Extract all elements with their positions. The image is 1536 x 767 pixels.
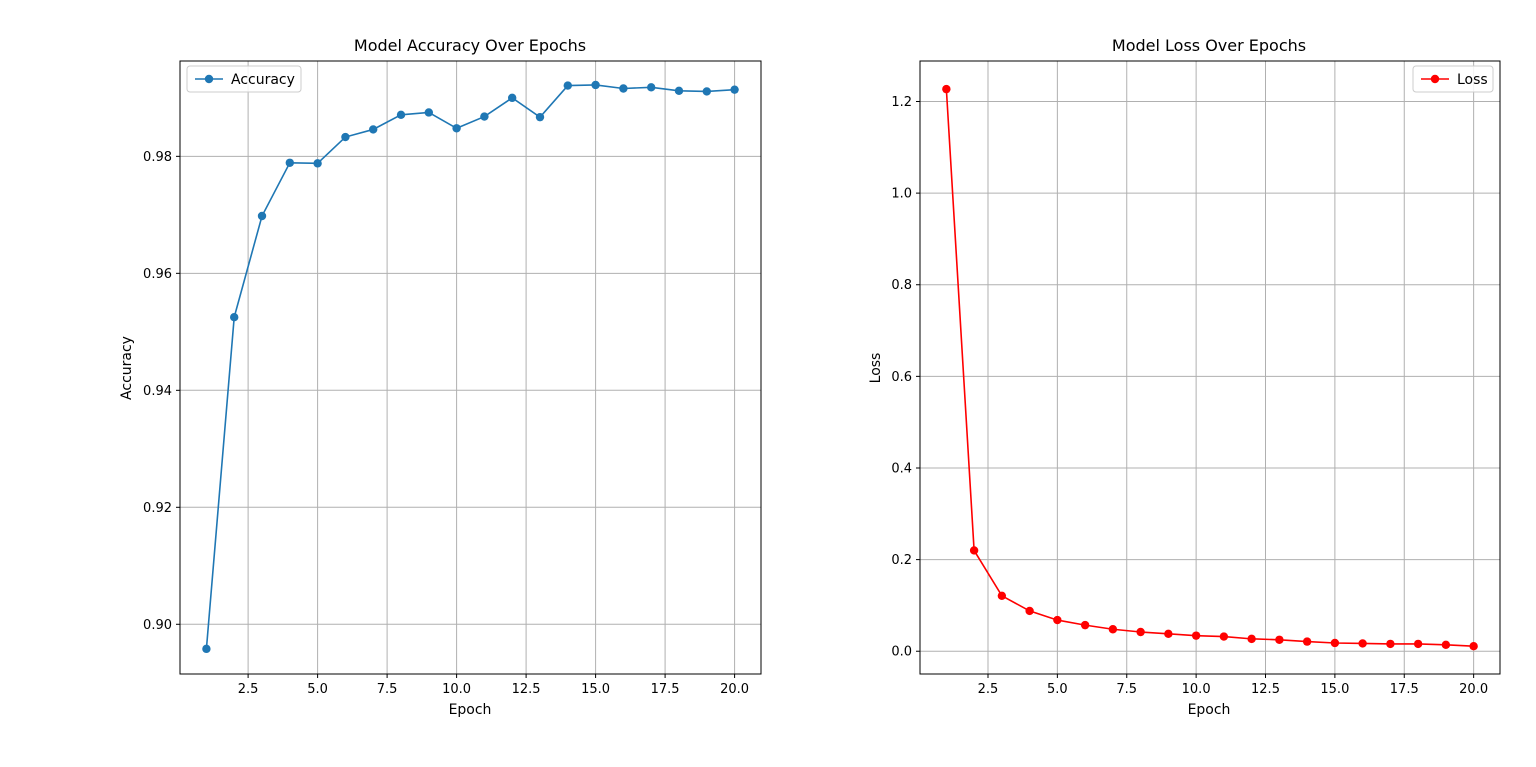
data-point	[535, 112, 545, 122]
chart-title: Model Accuracy Over Epochs	[354, 36, 586, 55]
data-point	[563, 81, 572, 90]
data-point	[619, 84, 628, 93]
data-point	[1136, 627, 1145, 637]
data-point	[452, 124, 461, 133]
data-point	[396, 110, 406, 120]
legend-label: Accuracy	[231, 72, 295, 88]
accuracy-chart: Model Accuracy Over Epochs Epoch Accurac…	[119, 36, 762, 718]
series-loss	[942, 84, 1478, 651]
plot-frame	[919, 60, 1501, 675]
y-tick-label: 0.0	[891, 645, 912, 660]
data-point	[1275, 635, 1284, 644]
data-point	[313, 159, 322, 168]
legend-box	[1412, 65, 1494, 93]
data-point	[1469, 641, 1478, 651]
grid	[920, 61, 1500, 674]
y-axis-label: Loss	[868, 353, 884, 384]
loss-chart: Model Loss Over Epochs Epoch Loss 2.5 5.0…	[868, 36, 1501, 718]
x-tick-label: 17.5	[1390, 682, 1419, 697]
series-line	[945, 89, 1474, 647]
plot-frame	[179, 60, 762, 675]
ticks: 2.5 5.0 7.5 10.0 12.5 15.0 17.5 20.0 0.0 0.2 0.4 0.…	[891, 95, 1488, 697]
y-tick-label: 0.94	[143, 384, 172, 399]
data-point	[285, 158, 295, 167]
x-tick-label: 12.5	[512, 682, 541, 697]
ticks: 2.5 5.0 7.5 10.0 12.5 15.0 17.5 20.0 0.90 0.92 0.9…	[143, 150, 749, 697]
y-tick-label: 0.90	[143, 618, 172, 633]
data-point	[1302, 637, 1312, 646]
data-point	[1247, 634, 1256, 644]
y-tick-label: 0.92	[143, 501, 172, 516]
data-point	[1164, 629, 1173, 639]
data-point	[1413, 639, 1423, 649]
legend: Accuracy	[186, 65, 302, 93]
data-point	[1330, 638, 1340, 648]
data-point	[424, 108, 434, 117]
x-tick-label: 17.5	[651, 682, 680, 697]
legend: Loss	[1412, 65, 1494, 93]
y-tick-label: 0.4	[891, 461, 912, 476]
x-tick-label: 7.5	[377, 682, 398, 697]
x-tick-label: 20.0	[1459, 682, 1488, 697]
data-point	[1191, 631, 1201, 640]
x-tick-label: 7.5	[1116, 682, 1137, 697]
data-point	[480, 112, 489, 121]
data-point	[507, 93, 517, 103]
y-tick-label: 0.2	[891, 553, 912, 568]
series-accuracy	[202, 80, 739, 654]
x-tick-label: 2.5	[978, 682, 999, 697]
x-axis-label: Epoch	[449, 702, 492, 718]
x-tick-label: 2.5	[238, 682, 259, 697]
data-point	[702, 87, 711, 96]
data-point	[1053, 615, 1062, 625]
data-point	[1386, 639, 1395, 649]
data-point	[1441, 640, 1451, 650]
x-axis-label: Epoch	[1188, 702, 1231, 718]
legend-marker	[204, 74, 214, 84]
y-tick-label: 0.98	[143, 150, 172, 165]
x-tick-label: 10.0	[1182, 682, 1211, 697]
x-tick-label: 12.5	[1251, 682, 1280, 697]
data-point	[1108, 625, 1118, 634]
data-point	[646, 83, 656, 92]
legend-label: Loss	[1457, 72, 1488, 88]
y-tick-label: 1.2	[891, 95, 912, 110]
y-tick-label: 0.8	[891, 278, 912, 293]
x-tick-label: 5.0	[1047, 682, 1068, 697]
data-point	[674, 86, 684, 96]
data-point	[1080, 620, 1090, 630]
data-point	[1219, 632, 1229, 641]
x-tick-label: 10.0	[442, 682, 471, 697]
data-point	[202, 644, 211, 654]
y-tick-label: 1.0	[891, 187, 912, 202]
x-tick-label: 15.0	[1320, 682, 1349, 697]
data-point	[341, 132, 350, 142]
data-point	[1358, 639, 1367, 648]
data-point	[969, 546, 979, 555]
data-point	[730, 85, 739, 94]
y-tick-label: 0.96	[143, 267, 172, 282]
data-point	[997, 591, 1007, 601]
x-tick-label: 5.0	[307, 682, 328, 697]
y-tick-label: 0.6	[891, 370, 912, 385]
chart-title: Model Loss Over Epochs	[1112, 36, 1306, 55]
data-point	[230, 312, 239, 322]
x-tick-label: 20.0	[720, 682, 749, 697]
y-axis-label: Accuracy	[119, 336, 135, 400]
data-point	[942, 84, 951, 94]
legend-box	[186, 65, 302, 93]
legend-marker	[1430, 74, 1440, 84]
data-point	[369, 125, 378, 134]
x-tick-label: 15.0	[581, 682, 610, 697]
data-point	[257, 211, 267, 221]
grid	[180, 61, 761, 674]
data-point	[591, 80, 600, 90]
data-point	[1025, 606, 1034, 616]
series-line	[205, 84, 735, 649]
